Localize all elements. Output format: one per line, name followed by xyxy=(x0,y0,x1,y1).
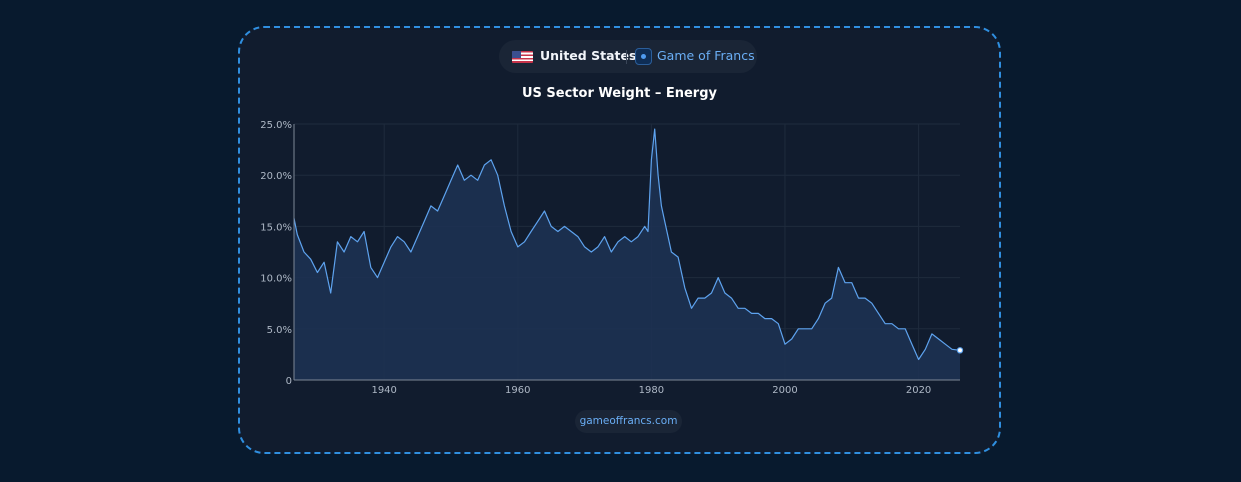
game-of-francs-logo-icon xyxy=(635,48,652,65)
y-tick-label: 25.0% xyxy=(260,120,292,131)
x-tick-labels: 1940 1960 1980 2000 2020 xyxy=(371,385,931,396)
y-tick-label: 20.0% xyxy=(260,171,292,182)
x-tick-label: 2020 xyxy=(906,385,931,396)
y-tick-labels: 0 5.0% 10.0% 15.0% 20.0% 25.0% xyxy=(260,120,292,387)
y-tick-label: 5.0% xyxy=(267,325,292,336)
x-tick-label: 1960 xyxy=(505,385,530,396)
last-point-marker xyxy=(956,347,964,354)
header-divider xyxy=(626,50,627,64)
chart-title: US Sector Weight – Energy xyxy=(521,86,718,101)
y-tick-label: 10.0% xyxy=(260,274,292,285)
country-label: United States xyxy=(540,48,637,63)
y-tick-label: 0 xyxy=(286,376,292,387)
x-tick-label: 1980 xyxy=(639,385,664,396)
us-flag-icon xyxy=(512,51,533,63)
brand-label: Game of Francs xyxy=(657,48,755,63)
footer-site-link[interactable]: gameoffrancs.com xyxy=(575,410,682,433)
series-line xyxy=(293,128,961,361)
area-fill xyxy=(294,129,960,380)
header-pill: United States Game of Francs xyxy=(499,40,757,73)
x-tick-label: 1940 xyxy=(371,385,396,396)
x-tick-label: 2000 xyxy=(772,385,797,396)
y-tick-label: 15.0% xyxy=(260,222,292,233)
